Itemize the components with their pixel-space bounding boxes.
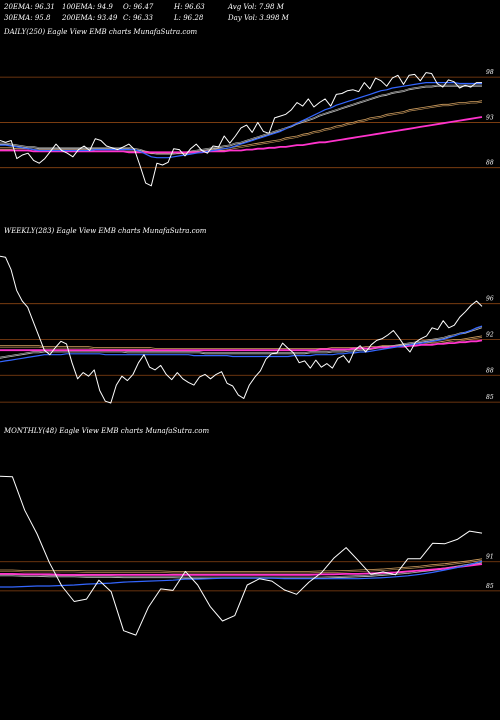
- daily-ema-mid-band-line: [0, 84, 482, 154]
- daily-panel-title: DAILY(250) Eagle View EMB charts MunafaS…: [4, 28, 198, 36]
- low-readout: L: 96.28: [174, 14, 204, 22]
- ema200-readout: 200EMA: 93.49: [62, 14, 118, 22]
- monthly-tick-label: 85: [486, 583, 494, 590]
- daily-price-line: [0, 72, 482, 187]
- weekly-tick-label: 85: [486, 394, 494, 401]
- monthly-chart: 91 85: [0, 475, 500, 636]
- daily-ema-short-line: [0, 81, 482, 159]
- ema20-readout: 20EMA: 96.31: [4, 3, 55, 11]
- daily-tick-label: 88: [486, 160, 494, 167]
- avg-volume-readout: Avg Vol: 7.98 M: [228, 3, 284, 11]
- weekly-ema-mid-line: [0, 327, 483, 359]
- monthly-ema-short-line: [0, 560, 483, 588]
- weekly-price-line: [0, 255, 483, 404]
- weekly-tick-label: 96: [486, 296, 494, 303]
- weekly-ema-short-line: [0, 325, 483, 363]
- daily-tick-label: 98: [486, 69, 494, 76]
- weekly-tick-label: 92: [486, 331, 494, 338]
- weekly-ema-mid-band-line: [0, 326, 483, 358]
- open-readout: O: 96.47: [123, 3, 154, 11]
- monthly-ema-long-band-line: [0, 560, 483, 574]
- weekly-chart: 96 92 88 85: [0, 255, 500, 404]
- daily-tick-label: 93: [486, 114, 494, 121]
- weekly-panel-title: WEEKLY(283) Eagle View EMB charts Munafa…: [4, 227, 207, 235]
- monthly-price-line: [0, 475, 483, 636]
- ema100-readout: 100EMA: 94.9: [62, 3, 113, 11]
- weekly-tick-label: 88: [486, 367, 494, 374]
- daily-chart: 98 93 88: [0, 69, 500, 187]
- monthly-panel-title: MONTHLY(48) Eagle View EMB charts Munafa…: [4, 427, 210, 435]
- close-readout: C: 96.33: [123, 14, 153, 22]
- monthly-ema-200-line: [0, 563, 483, 576]
- day-volume-readout: Day Vol: 3.998 M: [228, 14, 289, 22]
- ema30-readout: 30EMA: 95.8: [4, 14, 51, 22]
- daily-ema-long-line: [0, 100, 483, 153]
- high-readout: H: 96.63: [174, 3, 205, 11]
- monthly-ema-long-line: [0, 558, 483, 572]
- monthly-tick-label: 91: [486, 554, 494, 561]
- daily-ema-200-line: [0, 116, 483, 154]
- weekly-ema-long-line: [0, 335, 483, 349]
